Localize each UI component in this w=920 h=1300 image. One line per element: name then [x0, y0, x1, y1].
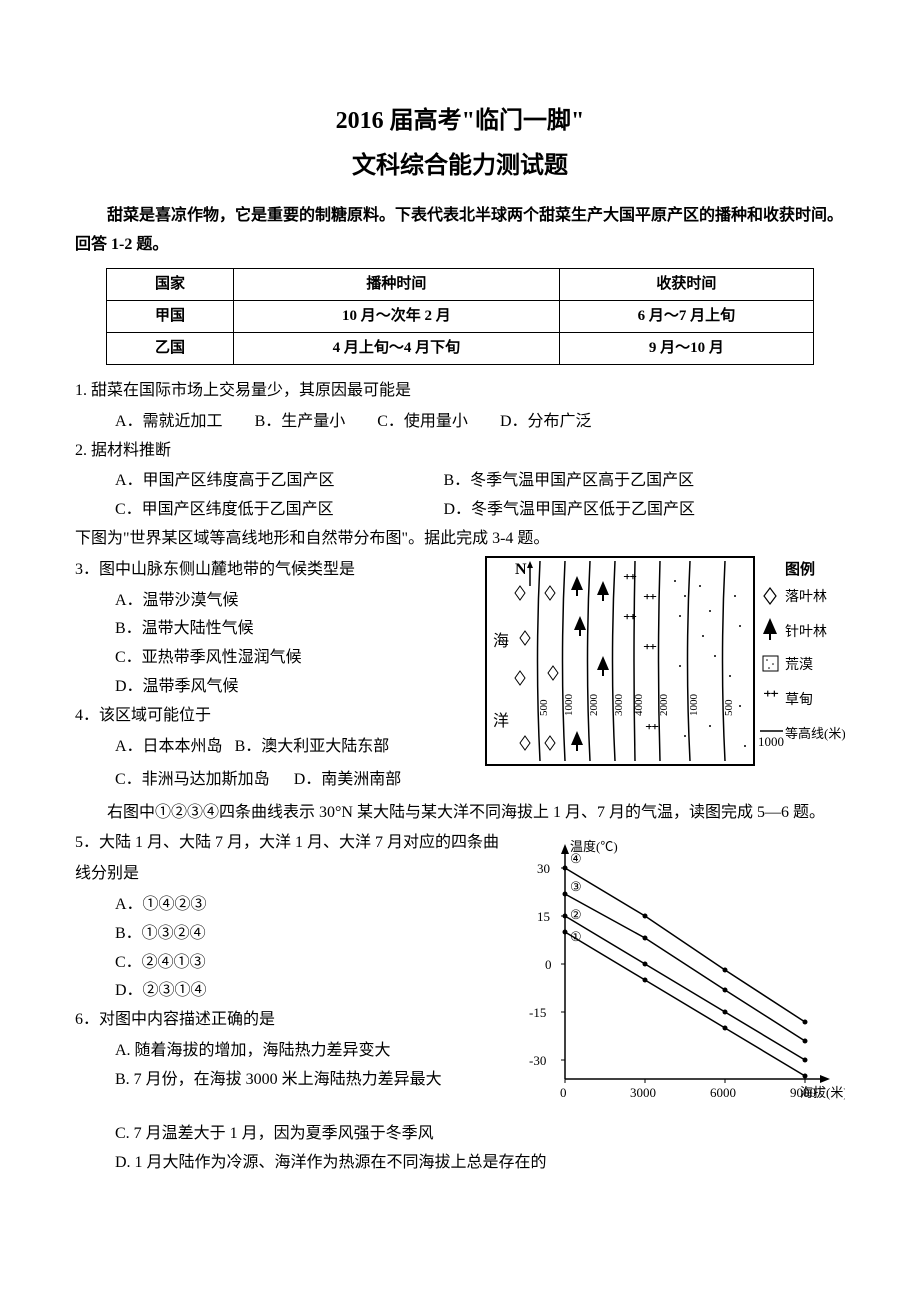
q6-options-rest: C. 7 月温差大于 1 月，因为夏季风强于冬季风 D. 1 月大陆作为冷源、海… [75, 1120, 845, 1178]
q1-d: D．分布广泛 [500, 408, 592, 437]
q2-c: C．甲国产区纬度低于乙国产区 [115, 496, 444, 525]
svg-text:0: 0 [545, 957, 552, 972]
q6-stem: 6．对图中内容描述正确的是 [75, 1006, 507, 1035]
svg-text:⺿: ⺿ [645, 724, 659, 740]
legend-meadow: 草甸 [785, 692, 813, 708]
q2-a: A．甲国产区纬度高于乙国产区 [115, 467, 444, 496]
q4-b: B．澳大利亚大陆东部 [235, 738, 390, 755]
q4-a: A．日本本州岛 [115, 738, 223, 755]
svg-text:③: ③ [570, 879, 582, 894]
svg-text:1000: 1000 [563, 693, 575, 716]
svg-text:2000: 2000 [588, 693, 600, 716]
q1-a: A．需就近加工 [115, 408, 223, 437]
q3-c: C．亚热带季风性湿润气候 [115, 644, 477, 673]
q6-options: A. 随着海拔的增加，海陆热力差异变大 B. 7 月份，在海拔 3000 米上海… [75, 1037, 507, 1095]
svg-text:⺿: ⺿ [623, 574, 637, 590]
legend-conifer: 针叶林 [785, 624, 827, 640]
cell: 4 月上旬～4 月下旬 [234, 332, 559, 364]
q3-b: B．温带大陆性气候 [115, 615, 477, 644]
q4-options-cd: C．非洲马达加斯加岛 D．南美洲南部 [75, 766, 845, 795]
svg-text:1000: 1000 [688, 693, 700, 716]
q1-b: B．生产量小 [255, 408, 346, 437]
intro-3: 右图中①②③④四条曲线表示 30°N 某大陆与某大洋不同海拔上 1 月、7 月的… [75, 799, 845, 828]
q5-c: C．②④①③ [115, 949, 507, 978]
q4-d: D．南美洲南部 [294, 771, 402, 788]
svg-text:⺿: ⺿ [643, 644, 657, 660]
line-chart: 温度(℃) 海拔(米) 30 15 0 -15 -30 0 3000 6000 … [515, 829, 845, 1120]
q2-options: A．甲国产区纬度高于乙国产区 B．冬季气温甲国产区高于乙国产区 C．甲国产区纬度… [75, 467, 845, 525]
q3-d: D．温带季风气候 [115, 673, 477, 702]
sowing-table: 国家 播种时间 收获时间 甲国 10 月～次年 2 月 6 月～7 月上旬 乙国… [106, 268, 814, 365]
legend-desert: 荒漠 [785, 657, 813, 673]
q3-options: A．温带沙漠气候 B．温带大陆性气候 C．亚热带季风性湿润气候 D．温带季风气候 [75, 587, 477, 702]
q4-stem: 4．该区域可能位于 [75, 702, 477, 731]
q3-stem: 3．图中山脉东侧山麓地带的气候类型是 [75, 556, 477, 585]
title-sub: 文科综合能力测试题 [75, 145, 845, 188]
q5-a: A．①④②③ [115, 891, 507, 920]
svg-text:⺿: ⺿ [643, 594, 657, 610]
table-row: 甲国 10 月～次年 2 月 6 月～7 月上旬 [106, 300, 813, 332]
ocean-label-1: 海 [493, 632, 509, 650]
svg-text:6000: 6000 [710, 1085, 736, 1100]
q5-b: B．①③②④ [115, 920, 507, 949]
q6-c: C. 7 月温差大于 1 月，因为夏季风强于冬季风 [115, 1120, 845, 1149]
q2-d: D．冬季气温甲国产区低于乙国产区 [444, 496, 773, 525]
cell: 乙国 [106, 332, 233, 364]
svg-text:15: 15 [537, 909, 550, 924]
legend-title: 图例 [785, 560, 815, 578]
q6-d: D. 1 月大陆作为冷源、海洋作为热源在不同海拔上总是存在的 [115, 1149, 845, 1178]
svg-text:④: ④ [570, 851, 582, 866]
q4-options-ab: A．日本本州岛 B．澳大利亚大陆东部 [75, 733, 477, 762]
q6-b: B. 7 月份，在海拔 3000 米上海陆热力差异最大 [115, 1066, 507, 1095]
q5-options: A．①④②③ B．①③②④ C．②④①③ D．②③①④ [75, 891, 507, 1006]
q5-stem: 5．大陆 1 月、大陆 7 月，大洋 1 月、大洋 7 月对应的四条曲 [75, 829, 507, 858]
svg-text:500: 500 [723, 699, 735, 716]
svg-text:4000: 4000 [633, 693, 645, 716]
legend-contour: 等高线(米) [785, 726, 845, 741]
svg-text:30: 30 [537, 861, 550, 876]
legend-deciduous: 落叶林 [785, 589, 827, 605]
q6-a: A. 随着海拔的增加，海陆热力差异变大 [115, 1037, 507, 1066]
svg-text:3000: 3000 [630, 1085, 656, 1100]
q5-d: D．②③①④ [115, 977, 507, 1006]
q4-c: C．非洲马达加斯加岛 [115, 771, 270, 788]
title-main: 2016 届高考"临门一脚" [75, 100, 845, 143]
th-sow: 播种时间 [234, 268, 559, 300]
q1-c: C．使用量小 [377, 408, 468, 437]
svg-text:⺿: ⺿ [763, 690, 779, 708]
q2-b: B．冬季气温甲国产区高于乙国产区 [444, 467, 773, 496]
svg-text:⺿: ⺿ [623, 614, 637, 630]
q1-stem: 1. 甜菜在国际市场上交易量少，其原因最可能是 [75, 377, 845, 406]
ocean-label-2: 洋 [493, 712, 509, 730]
th-country: 国家 [106, 268, 233, 300]
cell: 6 月～7 月上旬 [559, 300, 814, 332]
q2-stem: 2. 据材料推断 [75, 437, 845, 466]
map-diagram: N 海 洋 500 1000 2000 3000 4000 2000 1000 … [485, 556, 845, 766]
cell: 10 月～次年 2 月 [234, 300, 559, 332]
th-harvest: 收获时间 [559, 268, 814, 300]
table-row: 乙国 4 月上旬～4 月下旬 9 月～10 月 [106, 332, 813, 364]
q1-options: A．需就近加工 B．生产量小 C．使用量小 D．分布广泛 [75, 408, 845, 437]
svg-text:1000: 1000 [758, 734, 784, 749]
svg-text:-15: -15 [529, 1005, 546, 1020]
q3-a: A．温带沙漠气候 [115, 587, 477, 616]
svg-text:500: 500 [538, 699, 550, 716]
north-label: N [515, 561, 527, 578]
svg-text:②: ② [570, 907, 582, 922]
cell: 9 月～10 月 [559, 332, 814, 364]
table-header-row: 国家 播种时间 收获时间 [106, 268, 813, 300]
svg-text:-30: -30 [529, 1053, 546, 1068]
intro-1: 甜菜是喜凉作物，它是重要的制糖原料。下表代表北半球两个甜菜生产大国平原产区的播种… [75, 202, 845, 260]
svg-text:2000: 2000 [658, 693, 670, 716]
svg-text:①: ① [570, 929, 582, 944]
svg-text:9000: 9000 [790, 1085, 816, 1100]
svg-text:0: 0 [560, 1085, 567, 1100]
intro-2: 下图为"世界某区域等高线地形和自然带分布图"。据此完成 3-4 题。 [75, 525, 845, 554]
svg-text:3000: 3000 [613, 693, 625, 716]
q5-stem2: 线分别是 [75, 860, 507, 889]
cell: 甲国 [106, 300, 233, 332]
